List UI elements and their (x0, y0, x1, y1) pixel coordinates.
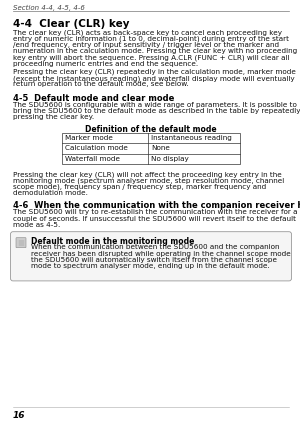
FancyBboxPatch shape (11, 232, 292, 281)
Text: 16: 16 (13, 411, 26, 420)
Text: (except the instantaneous reading) and waterfall display mode will eventually: (except the instantaneous reading) and w… (13, 75, 295, 82)
Text: The SDU5600 is configurable with a wide range of parameters. It is possible to: The SDU5600 is configurable with a wide … (13, 102, 297, 108)
Text: receiver has been disrupted while operating in the channel scope mode: receiver has been disrupted while operat… (31, 250, 291, 257)
Bar (62, 133, 240, 164)
Text: None: None (151, 145, 170, 151)
Text: Instantaneous reading: Instantaneous reading (151, 135, 232, 141)
Text: Marker mode: Marker mode (65, 135, 113, 141)
Text: entry of numeric information (1 to 0, decimal-point) during entry of the start: entry of numeric information (1 to 0, de… (13, 35, 289, 42)
Text: monitoring mode (spectrum analyser mode, step resolution mode, channel: monitoring mode (spectrum analyser mode,… (13, 177, 284, 184)
Text: pressing the clear key.: pressing the clear key. (13, 114, 94, 120)
Text: Pressing the clear key (CLR) will not affect the proceeding key entry in the: Pressing the clear key (CLR) will not af… (13, 171, 282, 178)
Text: key entry will abort the sequence. Pressing A.CLR (FUNC + CLR) will clear all: key entry will abort the sequence. Press… (13, 54, 289, 61)
FancyBboxPatch shape (16, 238, 26, 248)
Text: The SDU5600 will try to re-establish the communication with the receiver for a: The SDU5600 will try to re-establish the… (13, 209, 298, 215)
Text: bring the SDU5600 to the default mode as described in the table by repeatedly: bring the SDU5600 to the default mode as… (13, 108, 300, 114)
Text: When the communication between the SDU5600 and the companion: When the communication between the SDU56… (31, 244, 280, 250)
Text: return operation to the default mode, see below.: return operation to the default mode, se… (13, 82, 189, 88)
Text: /end frequency, entry of input sensitivity / trigger level or the marker and: /end frequency, entry of input sensitivi… (13, 42, 279, 48)
Text: proceeding numeric entries and end the sequence.: proceeding numeric entries and end the s… (13, 60, 198, 66)
Text: demodulation mode.: demodulation mode. (13, 190, 88, 196)
Text: Pressing the clear key (CLR) repeatedly in the calculation mode, marker mode: Pressing the clear key (CLR) repeatedly … (13, 69, 296, 75)
Text: Section 4-4, 4-5, 4-6: Section 4-4, 4-5, 4-6 (13, 5, 85, 11)
Text: Definition of the default mode: Definition of the default mode (85, 125, 217, 133)
Text: couple of seconds. If unsuccessful the SDU5600 will revert itself to the default: couple of seconds. If unsuccessful the S… (13, 215, 296, 221)
Text: the SDU5600 will automatically switch itself from the channel scope: the SDU5600 will automatically switch it… (31, 257, 277, 263)
Text: mode as 4-5.: mode as 4-5. (13, 222, 60, 228)
Text: 4-6  When the communication with the companion receiver has failed: 4-6 When the communication with the comp… (13, 201, 300, 210)
Text: The clear key (CLR) acts as back-space key to cancel each proceeding key: The clear key (CLR) acts as back-space k… (13, 29, 282, 36)
Text: 4-4  Clear (CLR) key: 4-4 Clear (CLR) key (13, 19, 130, 29)
Text: numeration in the calculation mode. Pressing the clear key with no proceeding: numeration in the calculation mode. Pres… (13, 48, 297, 54)
Text: Default mode in the monitoring mode: Default mode in the monitoring mode (31, 237, 194, 246)
Text: No display: No display (151, 156, 189, 162)
Text: Calculation mode: Calculation mode (65, 145, 128, 151)
Text: 4-5  Default mode and clear mode: 4-5 Default mode and clear mode (13, 94, 174, 103)
Text: Waterfall mode: Waterfall mode (65, 156, 120, 162)
Text: scope mode), frequency span / frequency step, marker frequency and: scope mode), frequency span / frequency … (13, 184, 266, 190)
Text: mode to spectrum analyser mode, ending up in the default mode.: mode to spectrum analyser mode, ending u… (31, 263, 270, 269)
